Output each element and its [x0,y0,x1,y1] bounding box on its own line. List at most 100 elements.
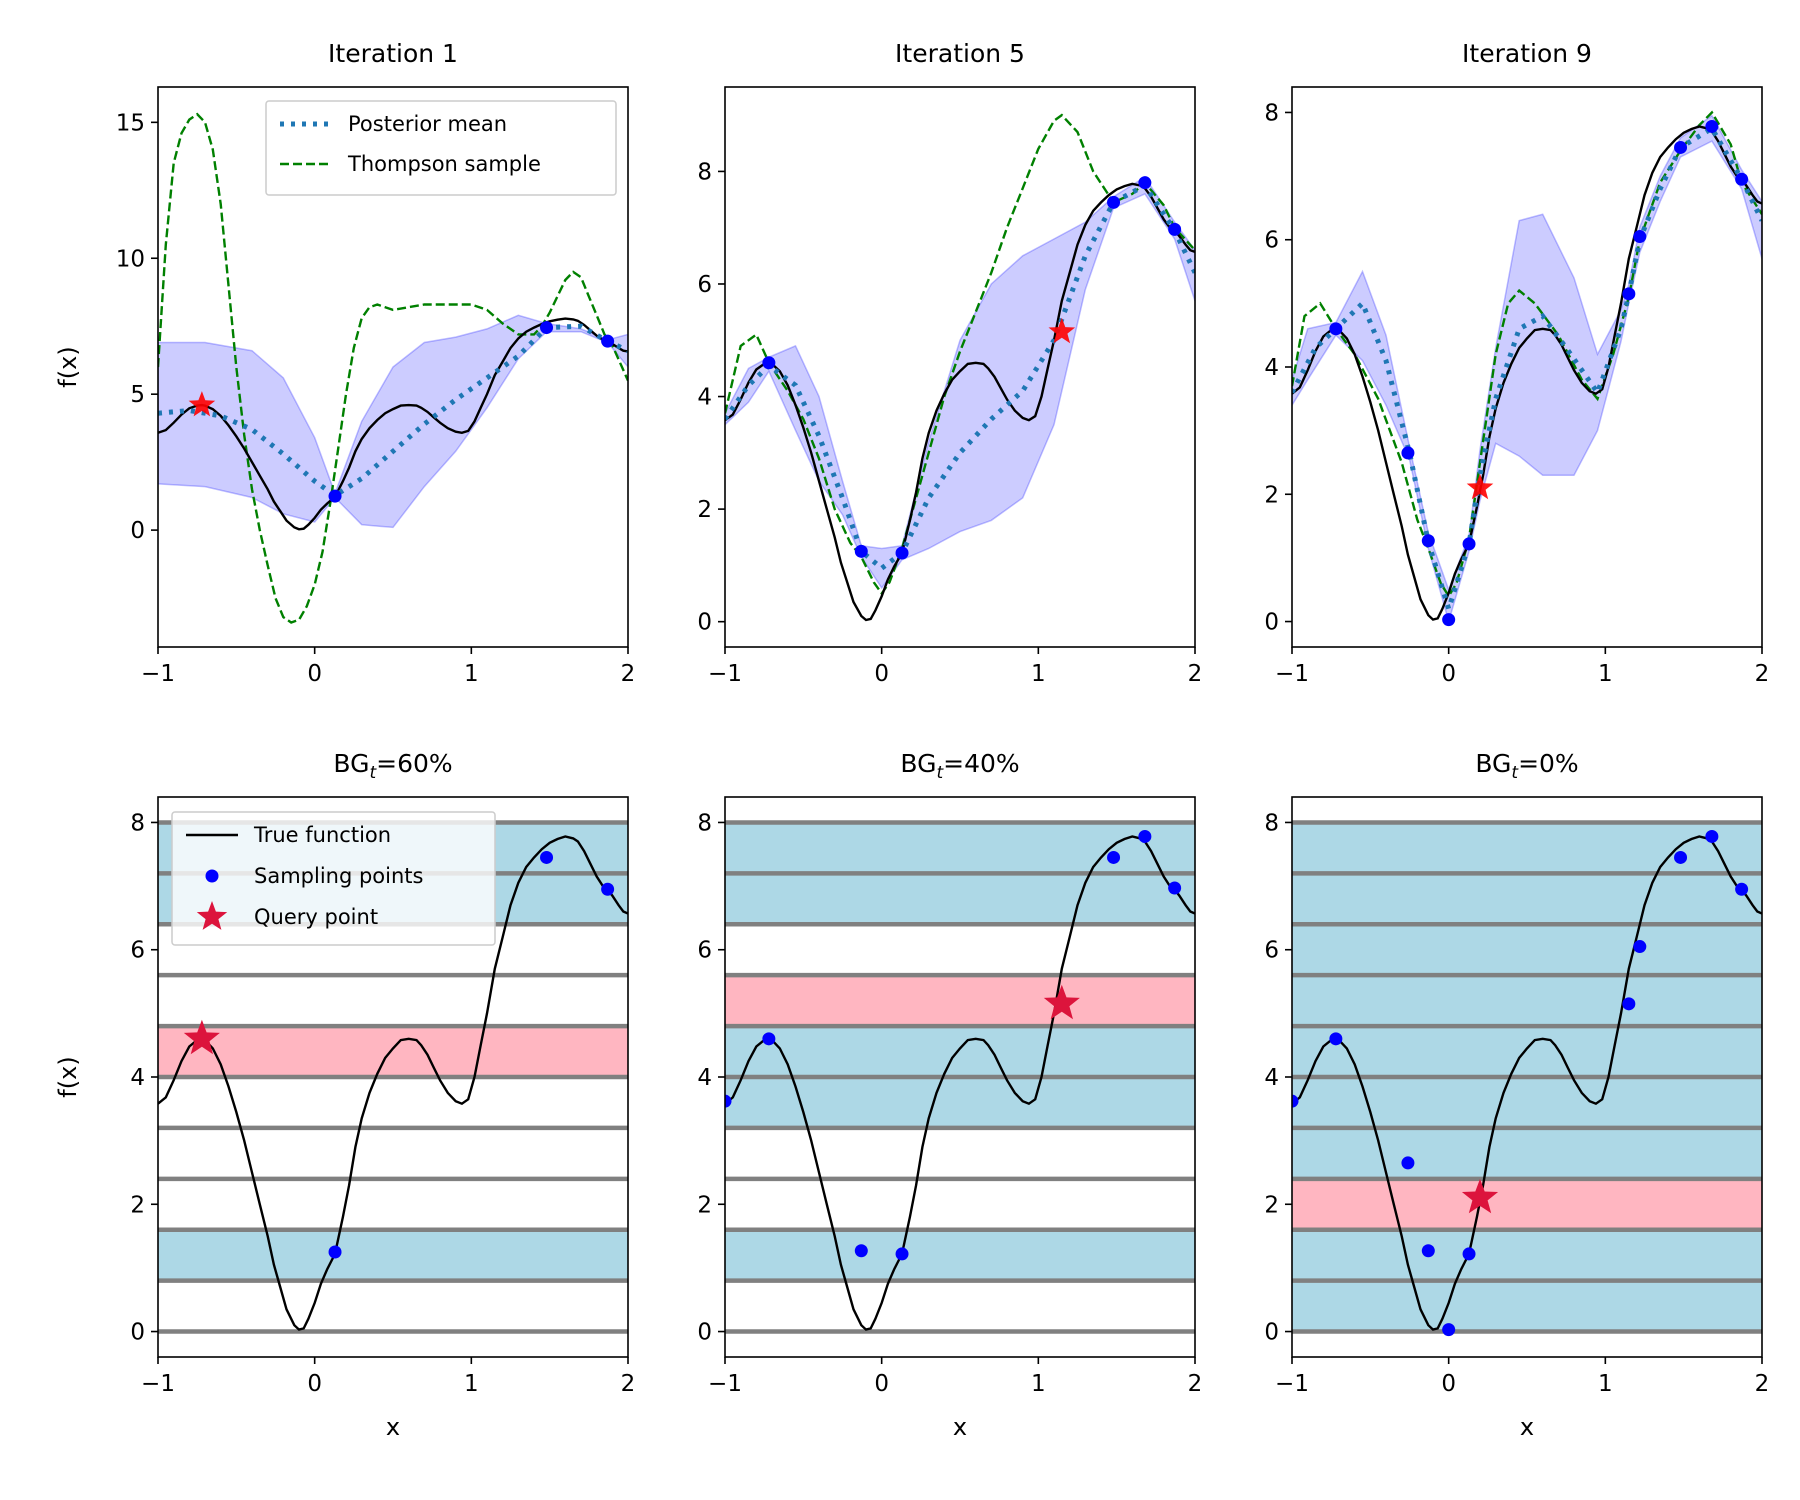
legend-box [171,811,496,946]
x-tick-label: 1 [1598,661,1613,687]
sampling-point [1138,829,1152,843]
sampling-point [1462,1247,1476,1261]
x-tick-label: −1 [1275,1371,1309,1397]
sampling-point [1138,176,1152,190]
subplot-title: BGt=0% [1475,749,1578,783]
query-bin [725,975,1195,1027]
explored-bin [725,1026,1195,1077]
subplot-title: BGt=60% [333,749,452,783]
sampling-point [1735,882,1749,896]
y-tick-label: 6 [130,938,145,964]
query-point-star [1048,317,1076,344]
true-function-line [1292,125,1762,621]
thompson-sample-line [1292,110,1762,599]
sampling-point [1705,119,1719,133]
y-tick-label: 8 [697,810,712,836]
subplot-title: BGt=40% [900,749,1019,783]
title-suffix: =40% [943,749,1020,778]
sampling-point [1442,613,1456,627]
sampling-point [762,356,776,370]
legend-box [265,100,617,196]
x-tick-label: 2 [1188,1371,1203,1397]
query-point-star [183,1019,220,1055]
sampling-point [540,850,554,864]
subplot-3: −1 0 1 2 0 2 4 6 8 Iteration 9 [1264,39,1769,687]
y-tick-label: 6 [1264,938,1279,964]
query-point-star [1043,984,1080,1020]
subplot-title: Iteration 1 [328,39,458,68]
explored-bin [1292,924,1762,976]
y-tick-label: 0 [1264,610,1279,636]
credible-band [158,314,628,529]
subplot-5: −1 0 1 2 0 2 4 6 8 BGt=40% x [697,749,1202,1441]
sampling-point [895,546,909,560]
x-tick-label: −1 [141,661,175,687]
y-tick-label: 15 [116,110,145,136]
x-tick-label: 0 [1441,661,1456,687]
true-function-line [1292,835,1762,1331]
legend-label: True function [253,823,391,847]
x-tick-label: 1 [1031,1371,1046,1397]
legend-query-swatch [196,901,228,930]
y-tick-label: 6 [697,938,712,964]
legend-label: Posterior mean [348,112,507,136]
x-tick-label: 0 [874,1371,889,1397]
y-tick-label: 0 [130,1320,145,1346]
title-suffix: =0% [1518,749,1579,778]
query-point-star [188,391,216,417]
y-tick-label: 2 [130,1192,145,1218]
x-axis-label: x [1520,1413,1534,1441]
sampling-point [1168,222,1182,236]
x-tick-label: 2 [1755,1371,1770,1397]
subplot-title: Iteration 5 [895,39,1025,68]
x-axis-label: x [953,1413,967,1441]
y-tick-label: 4 [697,1065,712,1091]
sampling-point [601,882,615,896]
explored-bin [725,873,1195,925]
plot-area [725,113,1195,622]
legend-label: Sampling points [254,864,423,888]
x-tick-label: 0 [307,1371,322,1397]
y-tick-label: 2 [1264,1192,1279,1218]
y-tick-label: 6 [1264,228,1279,254]
posterior-mean-line [158,323,628,499]
sampling-point [1292,1094,1299,1108]
explored-bin [725,1077,1195,1128]
y-tick-label: 2 [1264,482,1279,508]
sampling-point [1442,1323,1456,1337]
sampling-point [1633,230,1647,244]
y-tick-label: 4 [1264,1065,1279,1091]
explored-bin [1292,1127,1762,1179]
y-tick-label: 0 [1264,1320,1279,1346]
y-tick-label: 4 [130,1065,145,1091]
sampling-point [854,1244,868,1258]
x-tick-label: 0 [874,661,889,687]
plot-area [158,112,628,624]
sampling-point [1462,537,1476,551]
title-subscript: t [1511,763,1519,783]
subplot-4: −1 0 1 2 0 2 4 6 8 BGt=60% f(x) x True function Sampl… [54,749,635,1441]
sampling-point [1107,850,1121,864]
axes-frame [157,86,629,648]
query-point-star [1466,473,1494,500]
y-tick-label: 4 [697,385,712,411]
subplot-title: Iteration 9 [1462,39,1592,68]
sampling-point [540,321,554,335]
explored-bin [1292,975,1762,1027]
y-tick-label: 0 [697,1320,712,1346]
y-axis-label: f(x) [54,1056,82,1097]
x-tick-label: −1 [141,1371,175,1397]
explored-bin [1292,1280,1762,1332]
legend-sampling-swatch [205,869,219,883]
sampling-point [1168,881,1182,895]
x-tick-label: 1 [1031,661,1046,687]
sampling-point [328,489,342,503]
x-tick-label: 1 [464,661,479,687]
sampling-point [1107,195,1121,209]
x-tick-label: 2 [621,661,636,687]
query-bin [158,1026,628,1077]
x-tick-label: −1 [708,1371,742,1397]
subplot-2: −1 0 1 2 0 2 4 6 8 Iteration 5 [697,39,1202,687]
x-tick-label: 2 [1755,661,1770,687]
explored-bin [1292,1077,1762,1128]
